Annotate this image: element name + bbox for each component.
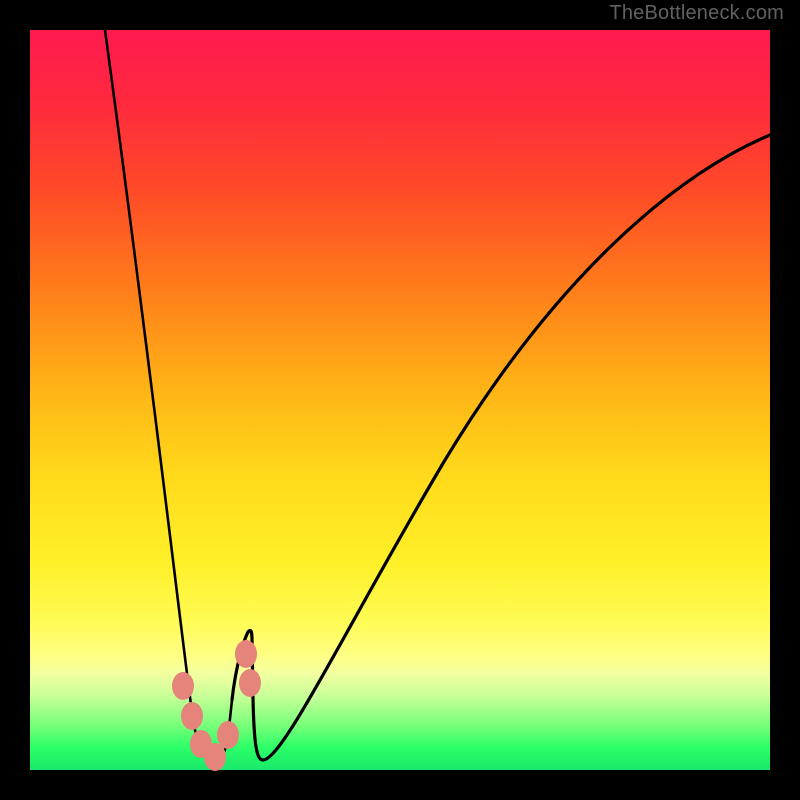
- marker-point: [181, 702, 203, 730]
- plot-area: [30, 30, 770, 770]
- marker-point: [217, 721, 239, 749]
- marker-point: [239, 669, 261, 697]
- marker-point: [172, 672, 194, 700]
- watermark: TheBottleneck.com: [609, 2, 784, 25]
- marker-point: [235, 640, 257, 668]
- chart-svg: [0, 0, 800, 800]
